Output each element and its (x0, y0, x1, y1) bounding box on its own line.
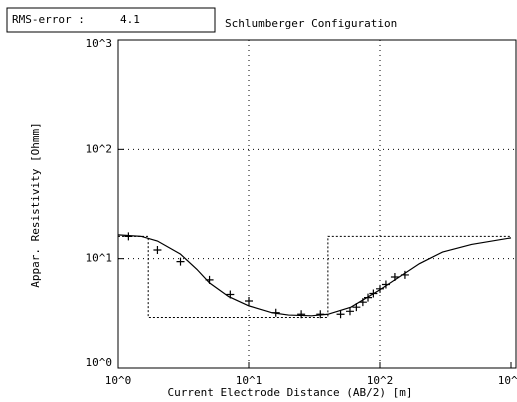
y-axis-label: Appar. Resistivity [Ohmm] (29, 122, 42, 288)
x-axis-label: Current Electrode Distance (AB/2) [m] (167, 386, 412, 399)
y-tick-label: 10^0 (86, 356, 113, 369)
data-point (176, 257, 185, 266)
data-point (245, 297, 253, 306)
rms-label: RMS-error : (12, 13, 85, 26)
data-point (376, 284, 384, 293)
data-point (364, 293, 373, 302)
y-tick-label: 10^1 (86, 252, 113, 265)
x-tick-label: 10^2 (367, 374, 394, 387)
fit-curve (117, 234, 512, 317)
data-point (153, 246, 162, 255)
model-line (118, 235, 511, 318)
rms-box (6, 7, 216, 33)
y-tick-label: 10^3 (86, 37, 113, 50)
rms-value: 4.1 (120, 13, 140, 26)
x-tick-label: 10^1 (236, 374, 263, 387)
x-tick-label: 10^0 (105, 374, 132, 387)
data-point (345, 307, 354, 316)
x-tick-label: 10^3 (498, 374, 517, 387)
y-tick-label: 10^2 (86, 142, 113, 155)
chart-title: Schlumberger Configuration (225, 17, 397, 30)
plot-frame (117, 39, 517, 369)
data-point (336, 310, 345, 319)
